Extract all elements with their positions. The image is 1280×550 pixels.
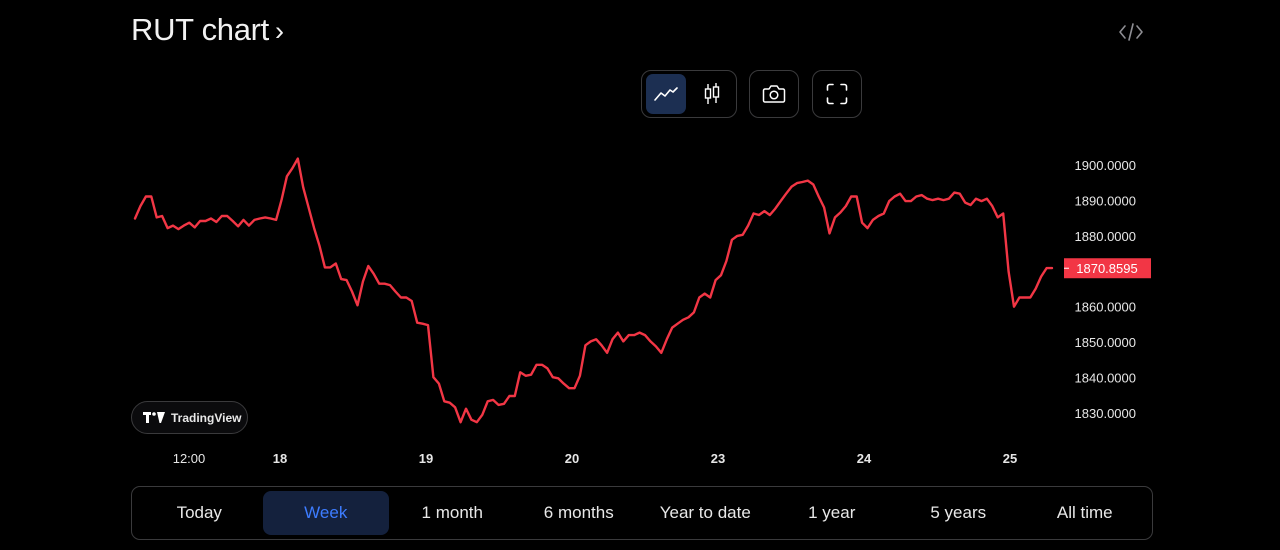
fullscreen-icon xyxy=(826,83,848,105)
chart-type-switcher xyxy=(641,70,737,118)
time-range-selector: Today Week 1 month 6 months Year to date 1 ye… xyxy=(131,486,1153,540)
last-price-label: 1870.8595 xyxy=(1076,261,1137,276)
chevron-right-icon[interactable]: › xyxy=(274,16,284,46)
range-button-all-time[interactable]: All time xyxy=(1056,503,1113,522)
page-title[interactable]: RUT chart › xyxy=(131,12,284,48)
x-tick-label: 18 xyxy=(273,451,287,466)
line-chart-icon xyxy=(654,87,678,101)
y-tick-label: 1830.0000 xyxy=(1075,406,1136,421)
y-tick-label: 1880.0000 xyxy=(1075,229,1136,244)
x-tick-label: 25 xyxy=(1003,451,1017,466)
x-tick-label: 23 xyxy=(711,451,725,466)
y-tick-label: 1890.0000 xyxy=(1075,193,1136,208)
x-tick-label: 12:00 xyxy=(173,451,206,466)
price-chart[interactable]: 1830.0000 1840.0000 1850.0000 1860.0000 1870… xyxy=(0,0,1280,480)
range-button-6-months[interactable]: 6 months xyxy=(543,503,614,522)
range-button-week[interactable]: Week xyxy=(262,491,389,535)
range-button-1-month[interactable]: 1 month xyxy=(421,503,483,522)
y-tick-label: 1850.0000 xyxy=(1075,335,1136,350)
x-tick-label: 19 xyxy=(419,451,433,466)
camera-icon xyxy=(762,85,786,103)
range-button-1-year[interactable]: 1 year xyxy=(808,503,856,522)
candlestick-icon xyxy=(704,83,720,104)
x-tick-label: 20 xyxy=(565,451,579,466)
candlestick-chart-button[interactable] xyxy=(692,74,732,114)
embed-code-icon[interactable] xyxy=(1118,20,1144,44)
last-price-tag xyxy=(1064,258,1151,279)
tradingview-label: TradingView xyxy=(171,410,242,425)
x-tick-label: 24 xyxy=(857,451,872,466)
price-line xyxy=(133,157,1054,424)
y-tick-label: 1900.0000 xyxy=(1075,158,1136,173)
range-button-5-years[interactable]: 5 years xyxy=(930,503,987,522)
tradingview-badge[interactable]: TradingView xyxy=(131,401,248,434)
range-button-today[interactable]: Today xyxy=(176,503,222,522)
fullscreen-button[interactable] xyxy=(812,70,862,118)
line-chart-button[interactable] xyxy=(646,74,686,114)
page-title-text[interactable]: RUT chart xyxy=(131,12,269,47)
camera-button[interactable] xyxy=(754,74,794,114)
y-tick-label: 1840.0000 xyxy=(1075,371,1136,386)
range-button-year-to-date[interactable]: Year to date xyxy=(659,503,751,522)
fullscreen-toggle[interactable] xyxy=(817,74,857,114)
screenshot-button[interactable] xyxy=(749,70,799,118)
y-tick-label: 1860.0000 xyxy=(1075,300,1136,315)
tradingview-logo-icon xyxy=(143,411,165,423)
